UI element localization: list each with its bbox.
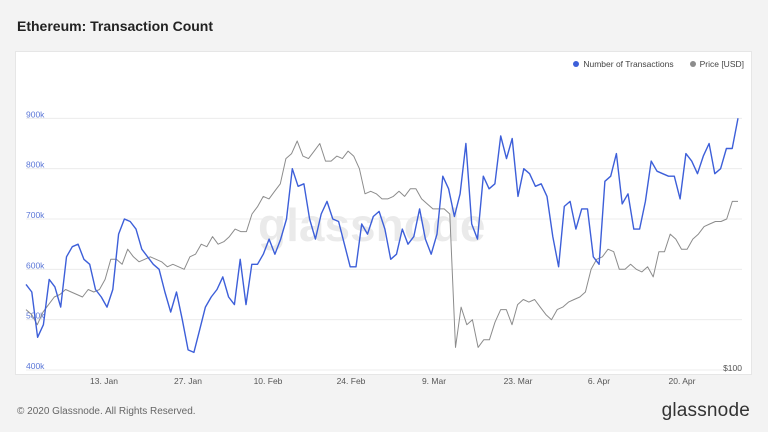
x-tick-label: 20. Apr [669,376,696,386]
y-tick-label: 800k [26,160,45,170]
chart-title: Ethereum: Transaction Count [17,18,214,34]
legend-item-transactions[interactable]: Number of Transactions [573,59,674,69]
x-tick-label: 24. Feb [337,376,366,386]
x-tick-label: 6. Apr [588,376,610,386]
x-tick-label: 27. Jan [174,376,202,386]
y-tick-label: 500k [26,311,45,321]
x-tick-label: 13. Jan [90,376,118,386]
chart-panel [15,51,752,375]
x-tick-label: 10. Feb [254,376,283,386]
copyright-footer: © 2020 Glassnode. All Rights Reserved. [17,406,196,417]
y-tick-label: 400k [26,361,45,371]
chart-legend: Number of Transactions Price [USD] [573,59,744,69]
series-line-price [25,140,738,348]
legend-label-price: Price [USD] [699,59,744,69]
legend-dot-price [689,61,696,67]
watermark-logo: glassnode [258,199,486,251]
legend-dot-transactions [573,61,580,67]
y-tick-label: 700k [26,210,45,220]
x-tick-label: 23. Mar [504,376,533,386]
legend-item-price[interactable]: Price [USD] [689,59,744,69]
x-tick-label: 9. Mar [422,376,446,386]
series-line-transactions [25,118,739,354]
y2-tick-label: $100 [723,363,742,373]
y-tick-label: 900k [26,109,45,119]
legend-label-transactions: Number of Transactions [583,59,674,69]
y-tick-label: 600k [26,260,45,270]
brand-logo: glassnode [661,400,750,421]
